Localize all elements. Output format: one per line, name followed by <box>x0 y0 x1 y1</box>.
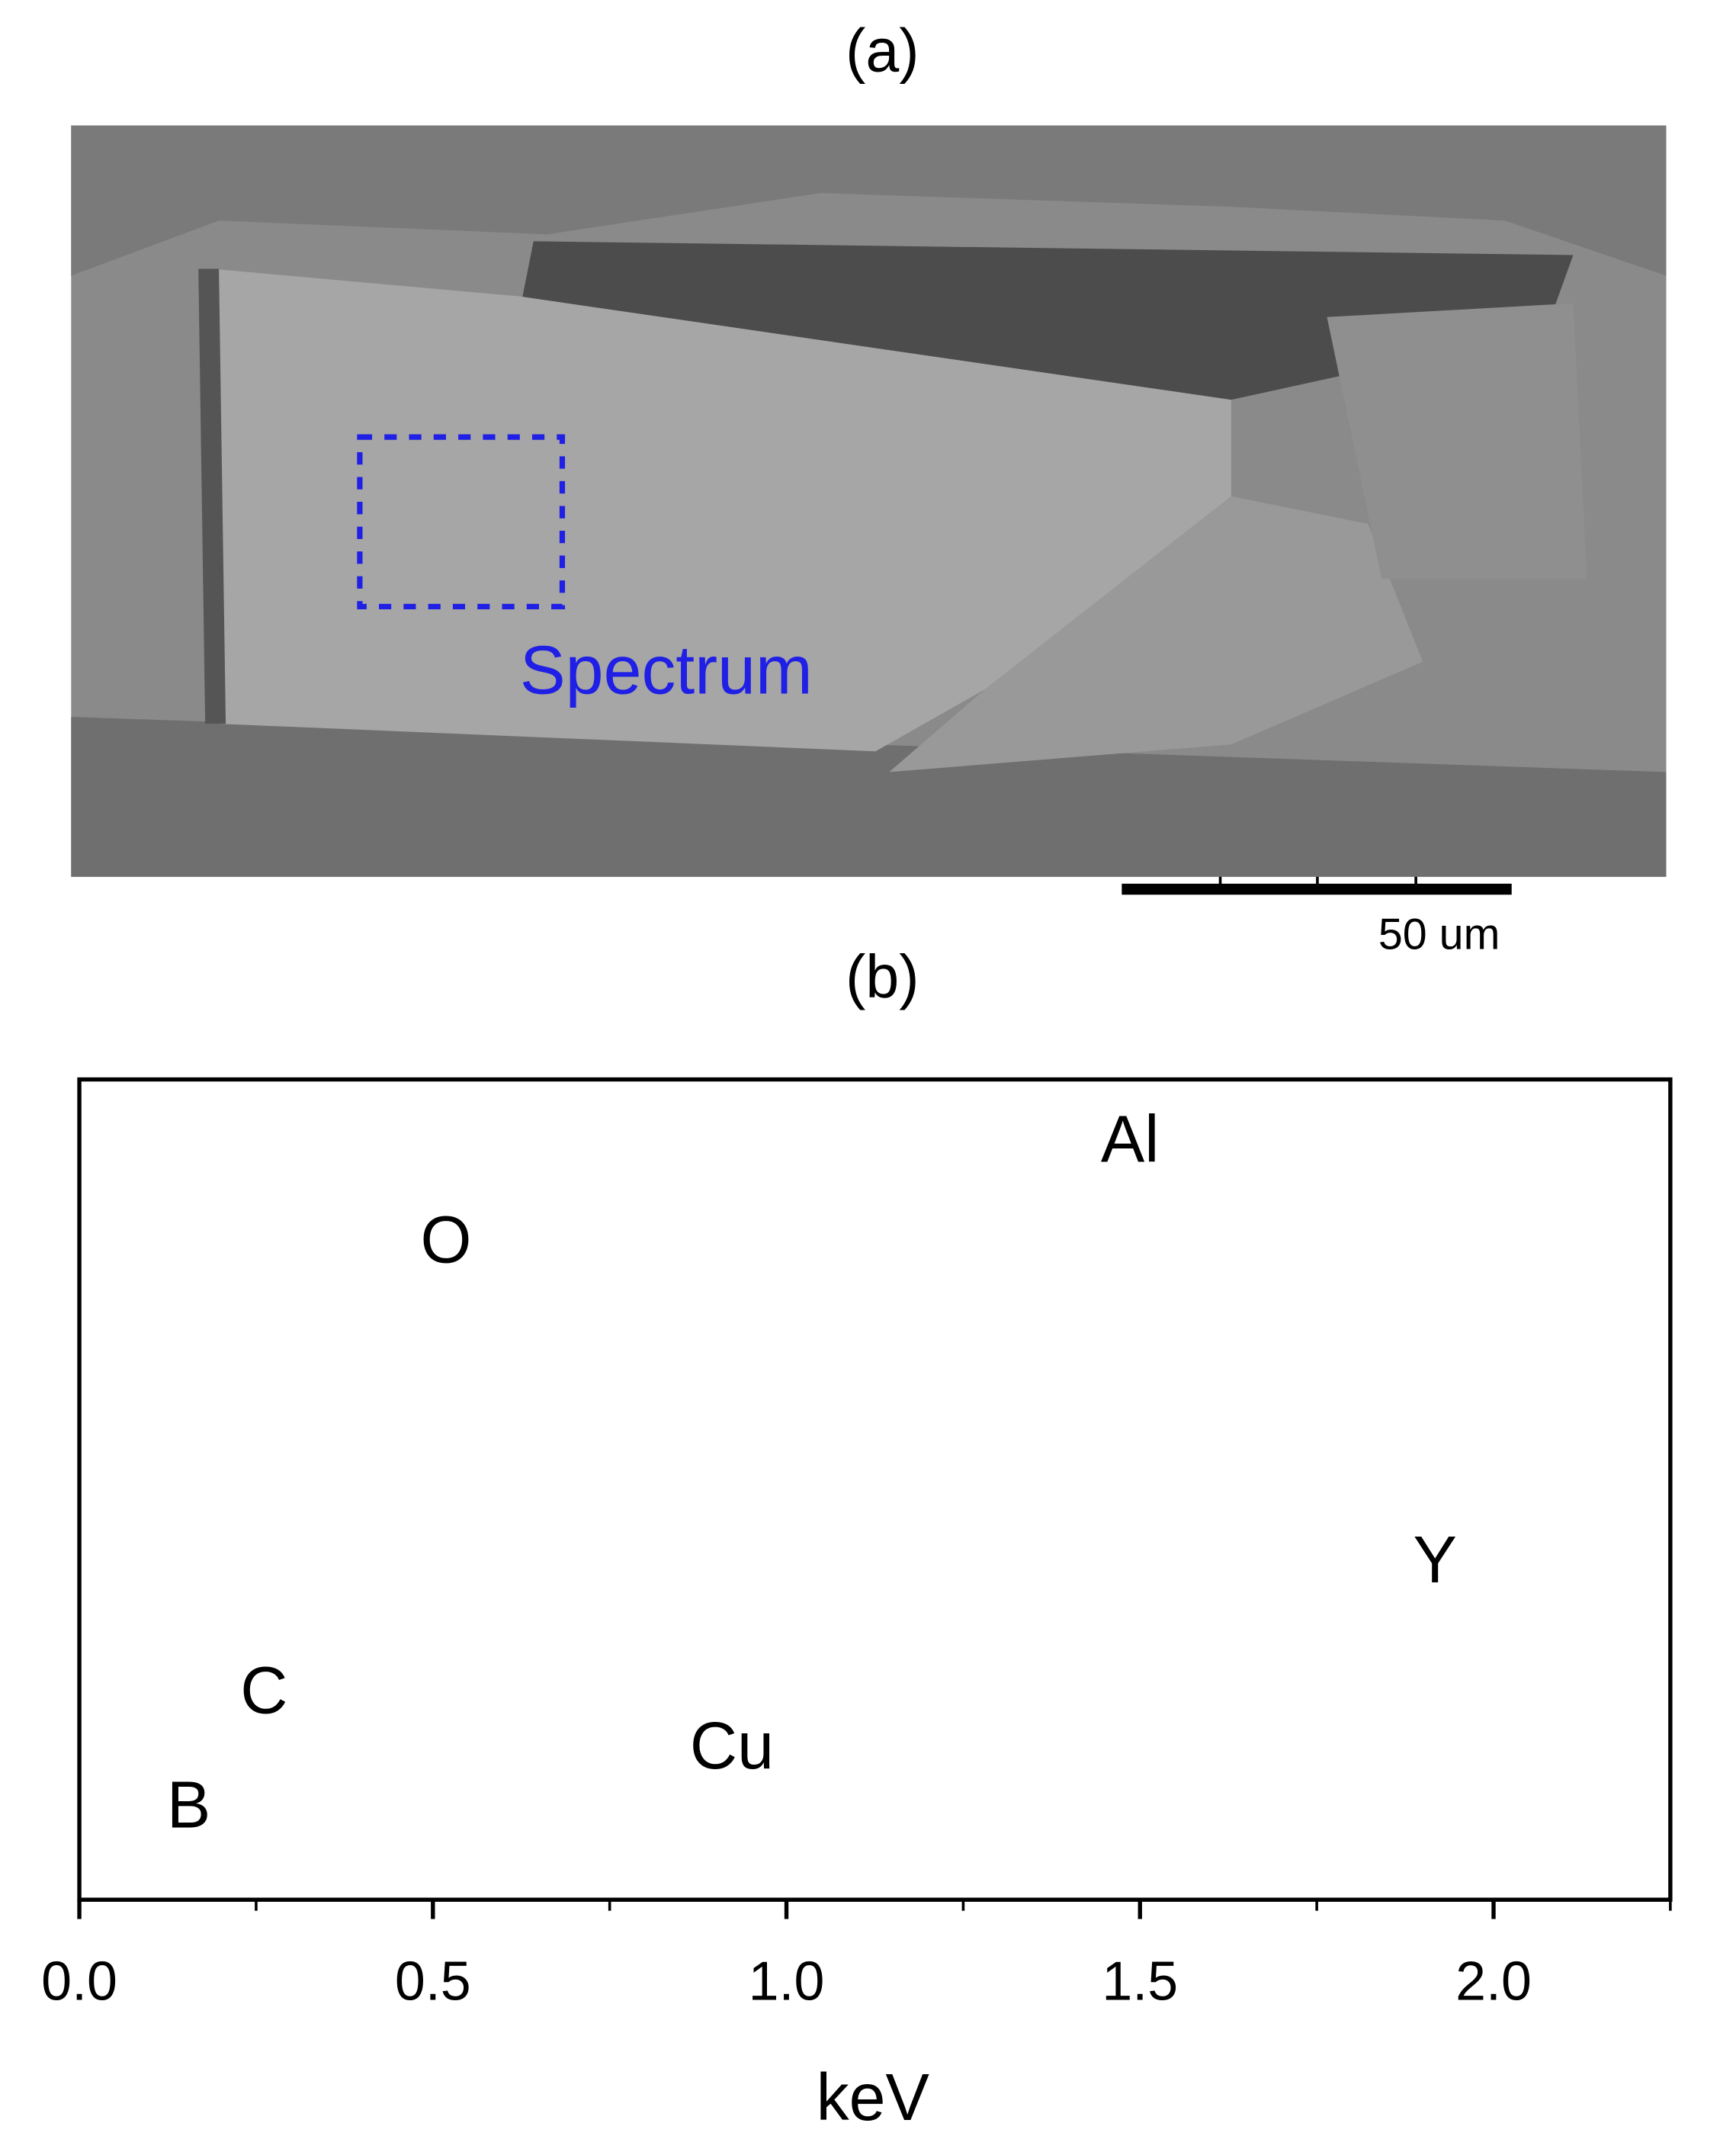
chart-title: (b) <box>846 943 919 1010</box>
peak-label: Cu <box>690 1710 774 1783</box>
plot-frame <box>77 1077 1673 1902</box>
sem-debris <box>71 717 1667 877</box>
sem-crystal-face <box>212 268 1231 752</box>
peak-label: B <box>167 1768 210 1842</box>
x-axis-label: keV <box>817 2061 930 2134</box>
panel-label: (a) <box>846 16 919 84</box>
x-tick-label: 1.0 <box>749 1951 825 2012</box>
x-tick-label: 1.5 <box>1102 1951 1178 2012</box>
sem-grain <box>1327 303 1587 580</box>
peak-label: Al <box>1101 1103 1160 1176</box>
spectrum-region <box>357 434 566 610</box>
x-tick-label: 0.5 <box>395 1951 471 2012</box>
sem-debris <box>71 125 1667 276</box>
sem-crystal-side <box>889 496 1423 772</box>
sem-edge <box>198 268 226 724</box>
scale-bar-label: 50 um <box>1378 910 1500 959</box>
sem-image: Spectrum <box>71 125 1667 877</box>
peak-label: Y <box>1414 1524 1457 1597</box>
region-label: Spectrum <box>520 631 813 708</box>
sem-dark-face <box>519 241 1574 400</box>
x-tick-label: 2.0 <box>1455 1951 1532 2012</box>
x-tick-label: 0.0 <box>41 1951 117 2012</box>
peak-label: C <box>240 1654 287 1727</box>
scale-bar: 50 um <box>1122 876 1512 959</box>
peak-label: O <box>420 1203 471 1277</box>
